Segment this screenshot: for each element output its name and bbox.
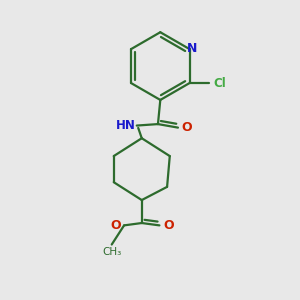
Text: O: O xyxy=(110,219,121,232)
Text: N: N xyxy=(187,42,197,55)
Text: Cl: Cl xyxy=(213,76,226,89)
Text: O: O xyxy=(163,219,174,232)
Text: O: O xyxy=(182,121,192,134)
Text: HN: HN xyxy=(116,119,135,132)
Text: CH₃: CH₃ xyxy=(102,247,121,257)
